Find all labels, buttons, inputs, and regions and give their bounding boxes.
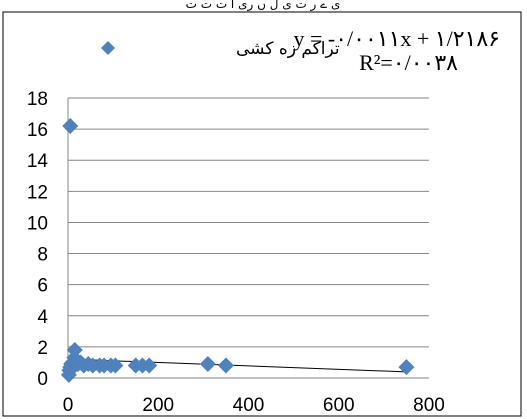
legend: تراکم زه کشی	[101, 39, 340, 59]
chart-frame	[2, 11, 522, 417]
equation-annotation: y = -۰/۰۰۱۱x + ۱/۲۱۸۶ R²=۰/۰۰۳۸	[293, 26, 500, 75]
r-squared-label: R²=۰/۰۰۳۸	[359, 50, 458, 75]
data-point	[62, 118, 79, 134]
y-tick-label: 2	[37, 338, 48, 359]
y-tick-label: 0	[37, 369, 48, 390]
x-tick-label: 600	[323, 395, 355, 416]
legend-label: تراکم زه کشی	[236, 39, 340, 59]
x-tick-label: 0	[63, 395, 74, 416]
trendline	[67, 358, 407, 373]
y-tick-label: 18	[27, 89, 48, 110]
data-point	[141, 357, 158, 374]
data-point	[66, 342, 83, 358]
data-point	[199, 356, 216, 372]
trendline-equation: y = -۰/۰۰۱۱x + ۱/۲۱۸۶	[293, 26, 500, 51]
y-tick-label: 8	[37, 245, 48, 266]
data-point	[217, 357, 234, 374]
header-text: ی ے ر ت ی ل ں ری ا ت ت ت	[186, 0, 341, 12]
x-tick-label: 800	[413, 395, 445, 416]
x-tick-label: 200	[142, 395, 174, 416]
y-tick-label: 10	[27, 213, 48, 234]
y-tick-label: 6	[37, 276, 48, 297]
data-point	[107, 357, 124, 374]
data-point	[398, 359, 415, 376]
trendline-group	[67, 358, 407, 373]
x-tick-label: 400	[233, 395, 265, 416]
y-tick-label: 4	[37, 307, 48, 328]
y-tick-label: 14	[27, 151, 49, 172]
axes: 0 2 4 6 8 10 12 14 16 18 0 200 400 600 800	[27, 89, 445, 416]
data-points	[60, 118, 415, 383]
y-tick-label: 16	[27, 120, 48, 141]
legend-marker-diamond-icon	[101, 41, 115, 55]
y-tick-label: 12	[27, 182, 48, 203]
